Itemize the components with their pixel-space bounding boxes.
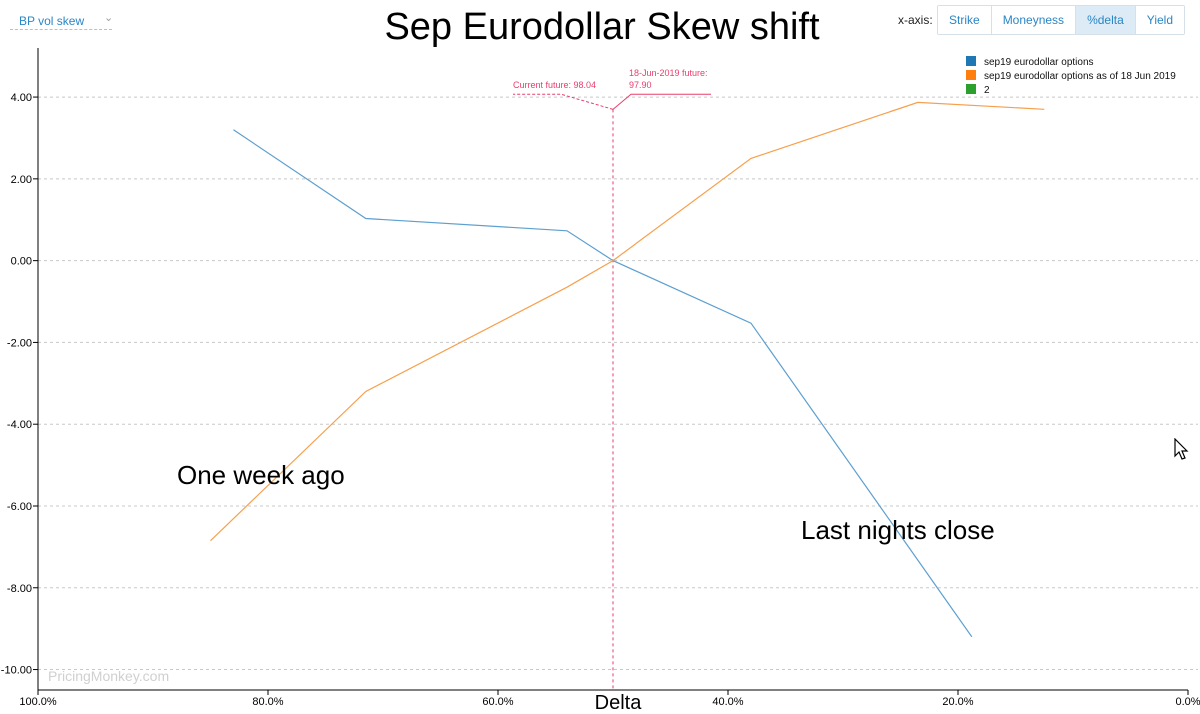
current-future-line: Current future: 98.04 18-Jun-2019 future:… xyxy=(513,68,711,690)
legend-label-2: 2 xyxy=(984,85,990,96)
dropdown-label: BP vol skew xyxy=(19,14,85,28)
y-tick-label: -10.00 xyxy=(1,665,32,677)
prior-future-leader xyxy=(612,93,711,110)
chart-type-dropdown[interactable]: BP vol skew ⌄ xyxy=(10,12,114,30)
xaxis-delta-button[interactable]: %delta xyxy=(1076,6,1136,34)
x-tick-label: 100.0% xyxy=(19,696,57,708)
chart-title: Sep Eurodollar Skew shift xyxy=(384,6,820,48)
series-lines xyxy=(210,101,1045,638)
legend-label-0: sep19 eurodollar options xyxy=(984,57,1094,68)
y-axis: 4.00 2.00 0.00 -2.00 -4.00 -6.00 -8.00 -10.00 xyxy=(1,48,39,690)
y-tick-label: -2.00 xyxy=(7,337,32,349)
y-tick-label: -6.00 xyxy=(7,501,32,513)
mouse-cursor-icon xyxy=(1174,438,1189,460)
x-axis-title: Delta xyxy=(595,692,643,714)
prior-future-label: 18-Jun-2019 future: xyxy=(629,68,708,78)
grid-lines xyxy=(38,96,1198,671)
y-tick-label: -8.00 xyxy=(7,583,32,595)
legend-swatch-0 xyxy=(966,56,976,66)
legend[interactable]: sep19 eurodollar options sep19 eurodollar… xyxy=(966,56,1176,96)
series-line-1 xyxy=(210,101,1045,542)
x-tick-label: 40.0% xyxy=(712,696,743,708)
watermark: PricingMonkey.com xyxy=(48,668,170,684)
xaxis-selector-label: x-axis: xyxy=(898,13,933,27)
x-tick-label: 80.0% xyxy=(252,696,283,708)
xaxis-yield-button[interactable]: Yield xyxy=(1135,6,1185,34)
x-tick-label: 0.0% xyxy=(1175,696,1200,708)
legend-swatch-1 xyxy=(966,70,976,80)
xaxis-selector: Strike Moneyness %delta Yield xyxy=(937,5,1186,35)
current-future-leader xyxy=(513,93,614,110)
chevron-down-icon: ⌄ xyxy=(104,12,114,24)
y-tick-label: -4.00 xyxy=(7,419,32,431)
current-future-label: Current future: 98.04 xyxy=(513,80,596,90)
xaxis-moneyness-button[interactable]: Moneyness xyxy=(991,6,1077,34)
series-line-0 xyxy=(233,129,973,638)
y-tick-label: 2.00 xyxy=(11,174,32,186)
annotation-last-nights-close: Last nights close xyxy=(801,515,995,545)
x-tick-label: 20.0% xyxy=(942,696,973,708)
annotation-one-week-ago: One week ago xyxy=(177,460,345,490)
legend-label-1: sep19 eurodollar options as of 18 Jun 20… xyxy=(984,71,1176,82)
x-tick-label: 60.0% xyxy=(482,696,513,708)
y-tick-label: 0.00 xyxy=(11,256,32,268)
x-axis: 100.0% 80.0% 60.0% 40.0% 20.0% 0.0% xyxy=(19,689,1200,708)
legend-swatch-2 xyxy=(966,84,976,94)
y-tick-label: 4.00 xyxy=(11,92,32,104)
prior-future-value: 97.90 xyxy=(629,80,652,90)
xaxis-strike-button[interactable]: Strike xyxy=(938,6,992,34)
